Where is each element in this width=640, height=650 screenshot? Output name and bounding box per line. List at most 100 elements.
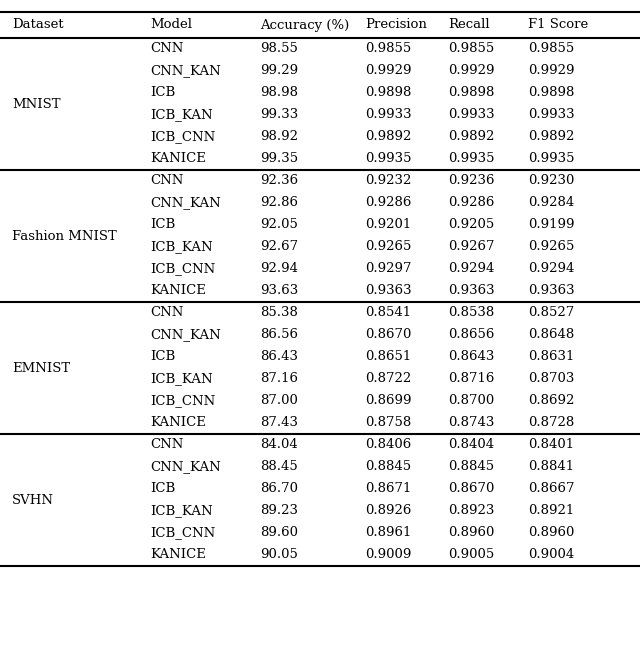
Text: ICB_KAN: ICB_KAN: [150, 504, 212, 517]
Text: Dataset: Dataset: [12, 18, 63, 31]
Text: 0.9363: 0.9363: [528, 285, 575, 298]
Text: 98.98: 98.98: [260, 86, 298, 99]
Text: 0.8845: 0.8845: [365, 460, 411, 473]
Text: ICB_CNN: ICB_CNN: [150, 395, 215, 408]
Text: ICB_CNN: ICB_CNN: [150, 526, 215, 539]
Text: 99.35: 99.35: [260, 153, 298, 166]
Text: 0.9201: 0.9201: [365, 218, 412, 231]
Text: 0.9267: 0.9267: [448, 240, 495, 254]
Text: 99.29: 99.29: [260, 64, 298, 77]
Text: ICB: ICB: [150, 218, 175, 231]
Text: 98.92: 98.92: [260, 131, 298, 144]
Text: 0.8404: 0.8404: [448, 439, 494, 452]
Text: 0.8845: 0.8845: [448, 460, 494, 473]
Text: 0.8671: 0.8671: [365, 482, 412, 495]
Text: CNN_KAN: CNN_KAN: [150, 328, 221, 341]
Text: 0.9294: 0.9294: [528, 263, 574, 276]
Text: ICB: ICB: [150, 482, 175, 495]
Text: ICB_CNN: ICB_CNN: [150, 263, 215, 276]
Text: 0.9284: 0.9284: [528, 196, 574, 209]
Text: 0.8716: 0.8716: [448, 372, 494, 385]
Text: 0.9265: 0.9265: [528, 240, 574, 254]
Text: 89.60: 89.60: [260, 526, 298, 539]
Text: CNN_KAN: CNN_KAN: [150, 460, 221, 473]
Text: 0.8960: 0.8960: [448, 526, 494, 539]
Text: 0.9297: 0.9297: [365, 263, 412, 276]
Text: KANICE: KANICE: [150, 549, 206, 562]
Text: 0.8648: 0.8648: [528, 328, 574, 341]
Text: 0.8541: 0.8541: [365, 307, 411, 320]
Text: ICB_KAN: ICB_KAN: [150, 372, 212, 385]
Text: 0.8703: 0.8703: [528, 372, 574, 385]
Text: KANICE: KANICE: [150, 153, 206, 166]
Text: 84.04: 84.04: [260, 439, 298, 452]
Text: 0.9935: 0.9935: [528, 153, 575, 166]
Text: 0.8728: 0.8728: [528, 417, 574, 430]
Text: 0.9929: 0.9929: [365, 64, 412, 77]
Text: 89.23: 89.23: [260, 504, 298, 517]
Text: CNN: CNN: [150, 439, 184, 452]
Text: ICB_CNN: ICB_CNN: [150, 131, 215, 144]
Text: 0.9892: 0.9892: [528, 131, 574, 144]
Text: 0.8651: 0.8651: [365, 350, 412, 363]
Text: KANICE: KANICE: [150, 285, 206, 298]
Text: 0.9236: 0.9236: [448, 174, 495, 187]
Text: 0.9935: 0.9935: [365, 153, 412, 166]
Text: 0.9933: 0.9933: [528, 109, 575, 122]
Text: 0.9232: 0.9232: [365, 174, 412, 187]
Text: CNN_KAN: CNN_KAN: [150, 64, 221, 77]
Text: 0.8699: 0.8699: [365, 395, 412, 408]
Text: 86.43: 86.43: [260, 350, 298, 363]
Text: 0.8670: 0.8670: [448, 482, 494, 495]
Text: ICB_KAN: ICB_KAN: [150, 240, 212, 254]
Text: 92.05: 92.05: [260, 218, 298, 231]
Text: 0.9009: 0.9009: [365, 549, 412, 562]
Text: 87.43: 87.43: [260, 417, 298, 430]
Text: CNN: CNN: [150, 174, 184, 187]
Text: 0.8926: 0.8926: [365, 504, 412, 517]
Text: 0.8960: 0.8960: [528, 526, 574, 539]
Text: Precision: Precision: [365, 18, 427, 31]
Text: ICB: ICB: [150, 86, 175, 99]
Text: 0.8923: 0.8923: [448, 504, 494, 517]
Text: Accuracy (%): Accuracy (%): [260, 18, 349, 31]
Text: 0.9929: 0.9929: [448, 64, 495, 77]
Text: CNN: CNN: [150, 42, 184, 55]
Text: 0.9294: 0.9294: [448, 263, 494, 276]
Text: Recall: Recall: [448, 18, 490, 31]
Text: 0.9230: 0.9230: [528, 174, 574, 187]
Text: 0.8841: 0.8841: [528, 460, 574, 473]
Text: 0.9929: 0.9929: [528, 64, 575, 77]
Text: F1 Score: F1 Score: [528, 18, 588, 31]
Text: 92.67: 92.67: [260, 240, 298, 254]
Text: 0.8667: 0.8667: [528, 482, 575, 495]
Text: 0.9933: 0.9933: [448, 109, 495, 122]
Text: 86.56: 86.56: [260, 328, 298, 341]
Text: 0.8961: 0.8961: [365, 526, 412, 539]
Text: 0.8656: 0.8656: [448, 328, 494, 341]
Text: Model: Model: [150, 18, 192, 31]
Text: 0.8758: 0.8758: [365, 417, 412, 430]
Text: 0.8406: 0.8406: [365, 439, 412, 452]
Text: 0.9898: 0.9898: [528, 86, 574, 99]
Text: 0.9892: 0.9892: [365, 131, 412, 144]
Text: 92.94: 92.94: [260, 263, 298, 276]
Text: 92.36: 92.36: [260, 174, 298, 187]
Text: 99.33: 99.33: [260, 109, 298, 122]
Text: 92.86: 92.86: [260, 196, 298, 209]
Text: 98.55: 98.55: [260, 42, 298, 55]
Text: 0.9265: 0.9265: [365, 240, 412, 254]
Text: 0.9199: 0.9199: [528, 218, 575, 231]
Text: Fashion MNIST: Fashion MNIST: [12, 229, 116, 242]
Text: 85.38: 85.38: [260, 307, 298, 320]
Text: 0.9855: 0.9855: [365, 42, 412, 55]
Text: 0.9855: 0.9855: [528, 42, 574, 55]
Text: EMNIST: EMNIST: [12, 361, 70, 374]
Text: 0.9898: 0.9898: [448, 86, 494, 99]
Text: 0.9892: 0.9892: [448, 131, 494, 144]
Text: 0.9004: 0.9004: [528, 549, 574, 562]
Text: 0.8692: 0.8692: [528, 395, 574, 408]
Text: 0.9363: 0.9363: [365, 285, 412, 298]
Text: 0.8670: 0.8670: [365, 328, 412, 341]
Text: 0.9286: 0.9286: [365, 196, 412, 209]
